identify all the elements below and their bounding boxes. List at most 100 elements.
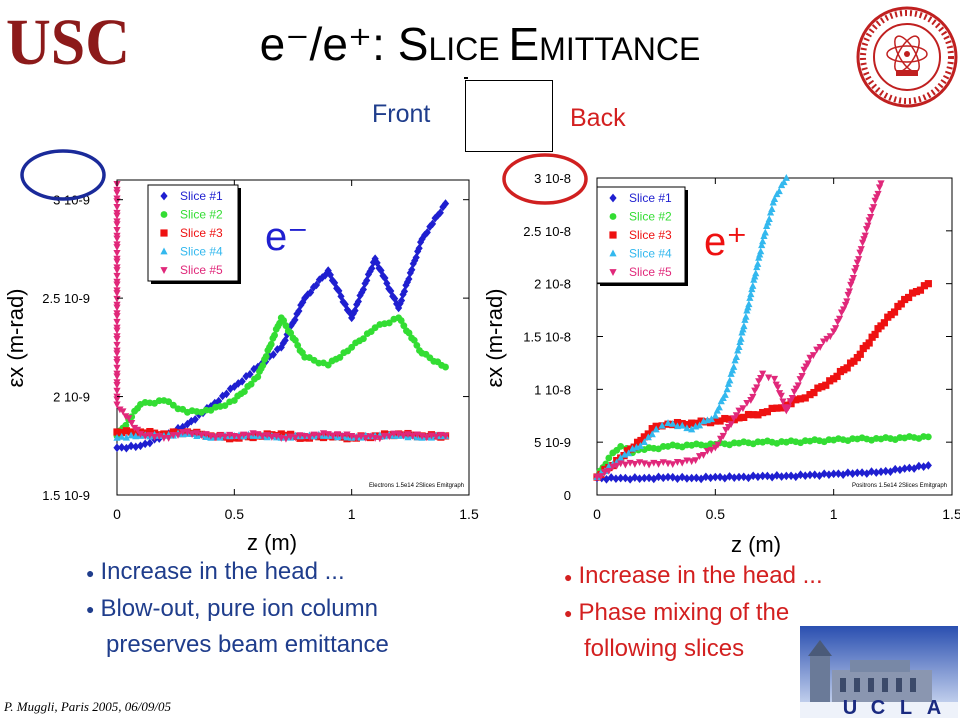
legend-marker	[160, 267, 168, 274]
data-point	[742, 312, 750, 320]
data-point	[749, 282, 757, 289]
data-point	[695, 421, 704, 429]
data-point	[113, 204, 121, 211]
data-point	[759, 471, 767, 481]
y-tick-label: 2 10-8	[534, 277, 571, 292]
data-point	[688, 458, 696, 466]
data-point	[631, 461, 639, 468]
series-1	[113, 199, 450, 453]
data-point	[339, 297, 347, 307]
data-point	[607, 473, 615, 482]
data-point	[403, 277, 411, 287]
data-point	[683, 474, 691, 483]
data-point	[304, 290, 312, 299]
data-point	[258, 433, 267, 440]
data-point	[640, 433, 648, 441]
circled-tick-highlight	[502, 153, 588, 205]
data-point	[133, 426, 142, 434]
data-point	[315, 275, 323, 285]
right-bullet-1: ● Increase in the head ...	[564, 562, 823, 589]
data-point	[699, 452, 708, 459]
data-point	[113, 267, 121, 274]
data-point	[441, 199, 450, 208]
data-point	[901, 464, 909, 473]
data-point	[735, 472, 743, 482]
data-point	[281, 336, 289, 345]
x-tick-label: 1.5	[942, 506, 960, 522]
data-point	[315, 432, 323, 440]
data-point	[867, 467, 876, 476]
data-point	[816, 344, 824, 351]
data-point	[754, 260, 762, 267]
data-point	[920, 462, 928, 471]
left-bullet-2: ● Blow-out, pure ion column	[86, 594, 378, 622]
data-point	[593, 474, 601, 481]
data-point	[730, 473, 738, 482]
data-point	[830, 469, 838, 479]
data-point	[644, 433, 652, 441]
data-point	[131, 424, 139, 432]
data-point	[759, 370, 767, 378]
title-e: E	[508, 18, 540, 70]
data-point	[287, 329, 295, 337]
data-point	[414, 247, 422, 256]
data-point	[113, 281, 121, 289]
data-point	[617, 454, 625, 461]
data-point	[174, 432, 182, 439]
data-point	[410, 336, 418, 344]
data-point	[880, 319, 888, 327]
data-point	[833, 372, 841, 380]
data-point	[645, 461, 653, 469]
data-point	[916, 286, 925, 294]
data-point	[760, 232, 768, 239]
data-point	[769, 198, 777, 206]
data-point	[688, 473, 696, 483]
data-point	[735, 414, 743, 422]
data-point	[754, 411, 762, 419]
data-point	[740, 413, 748, 422]
legend-marker	[609, 231, 617, 239]
data-point	[757, 247, 765, 255]
data-point	[792, 396, 800, 404]
data-point	[773, 404, 781, 412]
data-point	[283, 330, 291, 339]
data-point	[702, 472, 710, 482]
data-point	[843, 364, 851, 372]
data-point	[758, 241, 766, 249]
data-point	[826, 333, 834, 341]
data-point	[770, 375, 779, 383]
data-point	[125, 415, 133, 422]
data-point	[703, 447, 712, 455]
slice-diagram-box	[464, 77, 553, 152]
data-point	[631, 473, 639, 482]
data-point	[678, 459, 686, 467]
data-point	[650, 474, 658, 484]
data-point	[648, 430, 656, 438]
legend-label: Slice #5	[180, 263, 223, 277]
data-point	[721, 414, 729, 423]
x-tick-label: 0.5	[225, 506, 245, 522]
data-point	[891, 464, 899, 474]
legend: Slice #1 Slice #2 Slice #3 Slice #4 Slice #5	[596, 186, 688, 286]
data-point	[707, 446, 715, 454]
data-point	[801, 471, 809, 481]
data-point	[197, 432, 206, 439]
data-point	[113, 318, 121, 326]
data-point	[719, 432, 727, 440]
legend-label: Slice #4	[180, 245, 223, 259]
data-point	[402, 280, 410, 290]
data-point	[359, 335, 367, 343]
data-point	[240, 388, 248, 395]
data-point	[669, 419, 677, 427]
data-point	[436, 208, 444, 218]
data-point	[141, 433, 149, 440]
series-5	[113, 181, 450, 443]
data-point	[113, 272, 121, 280]
data-point	[348, 313, 356, 323]
data-point	[307, 288, 315, 297]
data-point	[400, 287, 409, 296]
data-point	[857, 246, 865, 254]
data-point	[715, 403, 723, 411]
data-point	[263, 432, 271, 439]
data-point	[113, 313, 121, 320]
